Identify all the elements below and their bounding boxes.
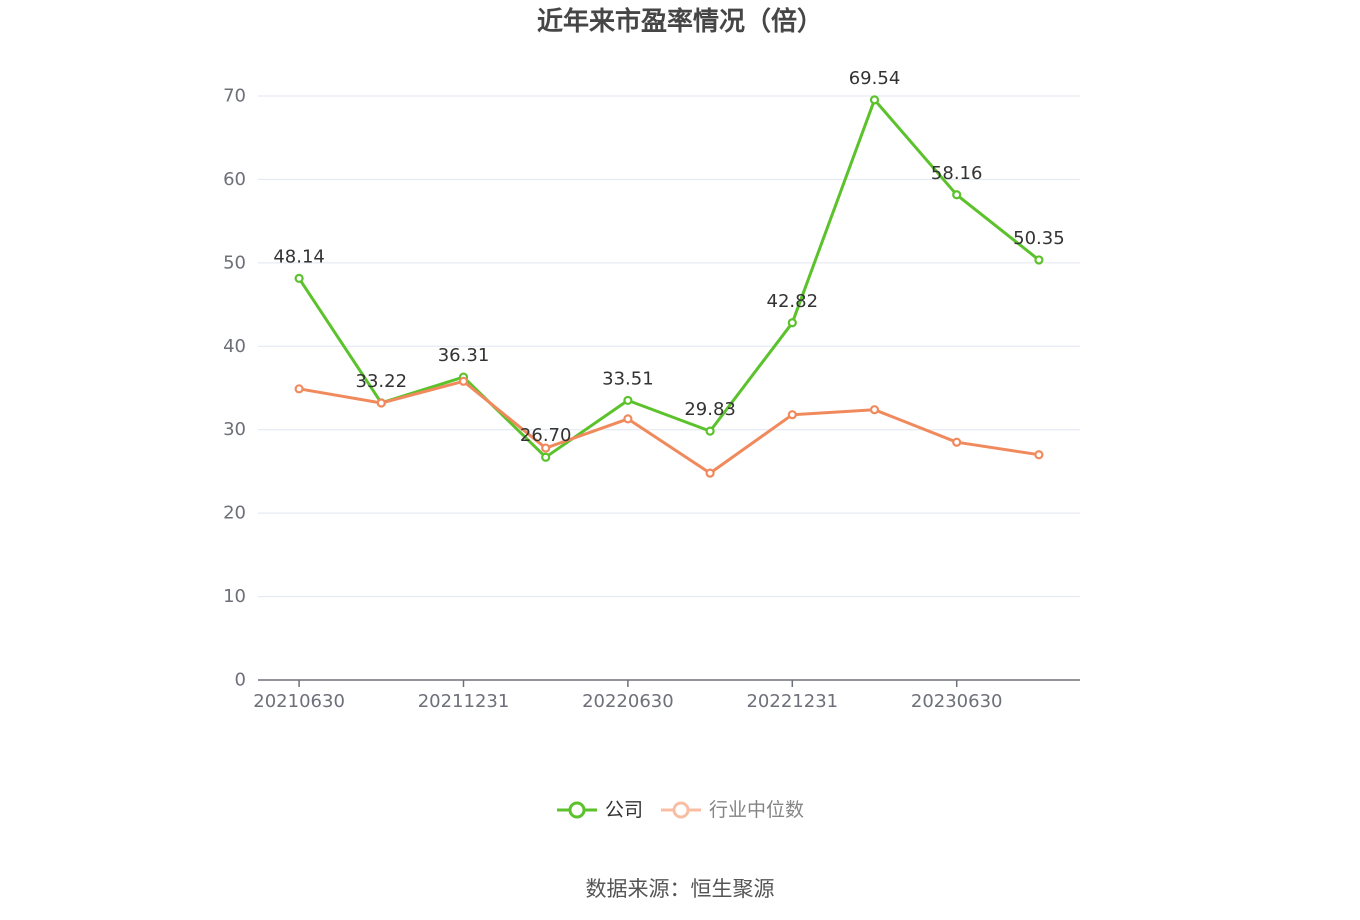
y-tick-label: 40 <box>223 336 246 357</box>
series-1-point <box>541 443 551 453</box>
x-tick-label: 20211231 <box>418 691 510 712</box>
axes: 0 10 20 30 40 50 60 70 20210630 20211231 20220630 2… <box>223 86 1080 712</box>
legend-label: 公司 <box>605 799 643 821</box>
series-0-data-label: 36.31 <box>438 345 490 366</box>
series-1-point <box>869 405 880 415</box>
x-tick-label: 20221231 <box>746 691 838 712</box>
series-0-point <box>541 452 551 462</box>
legend-label: 行业中位数 <box>709 799 804 821</box>
series-1-point <box>787 410 797 420</box>
series-0-point <box>787 318 797 328</box>
series-0-data-label: 33.51 <box>602 368 654 389</box>
series-1-point <box>294 384 304 394</box>
x-tick-label: 20230630 <box>911 691 1003 712</box>
series-0-point <box>1034 255 1044 265</box>
series-1-point <box>458 376 469 386</box>
series-0-data-label: 69.54 <box>849 68 901 89</box>
legend-circle-icon <box>568 801 586 819</box>
series-1-point <box>623 414 633 424</box>
y-tick-label: 10 <box>223 586 246 607</box>
series-0-point <box>294 273 304 283</box>
legend: 公司 行业中位数 <box>557 799 804 821</box>
series-0-data-label: 58.16 <box>931 163 983 184</box>
series-0-data-label: 42.82 <box>767 291 819 312</box>
data-source-note: 数据来源：恒生聚源 <box>586 877 775 901</box>
y-tick-label: 60 <box>223 169 246 190</box>
grid <box>258 95 1080 598</box>
legend-item[interactable]: 行业中位数 <box>661 799 804 821</box>
series-1-point <box>376 398 386 408</box>
series-0-data-label: 33.22 <box>356 371 408 392</box>
y-tick-label: 70 <box>223 86 246 107</box>
legend-item[interactable]: 公司 <box>557 799 643 821</box>
chart-title: 近年来市盈率情况（倍） <box>537 6 823 37</box>
series-0-point <box>623 395 633 406</box>
x-tick-label: 20220630 <box>582 691 674 712</box>
x-tick-label: 20210630 <box>253 691 345 712</box>
series-0-line <box>297 98 1041 459</box>
series-0-data-label: 48.14 <box>273 246 325 267</box>
series-layer <box>294 95 1044 478</box>
series-1-point <box>952 437 962 447</box>
series-0-data-label: 50.35 <box>1013 228 1065 249</box>
data-label-layer: 48.14 33.22 36.31 26.70 33.51 29.83 42.82 69.54… <box>273 68 1064 446</box>
y-tick-label: 20 <box>223 503 246 524</box>
series-0-data-label: 29.83 <box>684 399 736 420</box>
series-0-point <box>705 426 715 436</box>
series-1-line <box>297 379 1041 475</box>
legend-circle-icon <box>672 801 690 819</box>
series-0-point <box>952 190 962 200</box>
series-1-point <box>1034 450 1044 460</box>
series-0-data-label: 26.70 <box>520 425 572 446</box>
y-tick-label: 30 <box>223 419 246 440</box>
series-1-point <box>705 468 715 478</box>
y-tick-label: 50 <box>223 252 246 273</box>
series-0-point <box>869 95 880 105</box>
y-tick-label: 0 <box>235 670 246 691</box>
